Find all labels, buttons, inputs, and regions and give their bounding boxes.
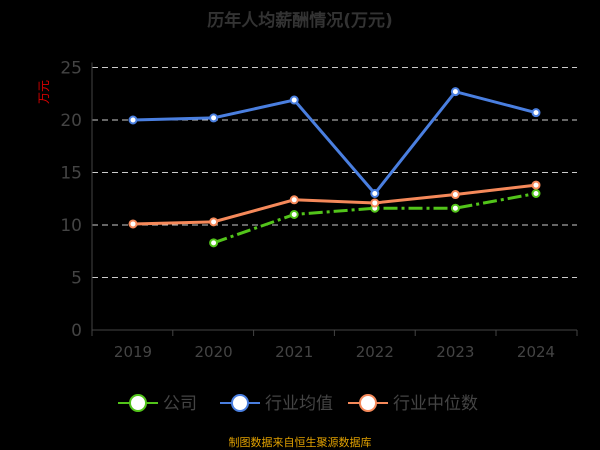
- data-point: [450, 203, 460, 213]
- data-point: [289, 195, 299, 205]
- data-point: [209, 217, 219, 227]
- data-point: [531, 180, 541, 190]
- y-tick-label: 20: [60, 111, 82, 131]
- data-point: [209, 238, 219, 248]
- legend-label: 行业均值: [265, 394, 333, 414]
- series-line-1: [132, 89, 537, 196]
- y-axis-label: 万元: [37, 80, 51, 104]
- y-tick-label: 10: [60, 216, 82, 236]
- y-tick-label: 25: [60, 59, 82, 79]
- data-point: [450, 87, 460, 97]
- x-tick-label: 2024: [517, 343, 555, 361]
- data-point: [128, 115, 138, 125]
- data-point: [289, 210, 299, 219]
- source-footer: 制图数据来自恒生聚源数据库: [228, 436, 372, 449]
- x-tick-label: 2022: [356, 343, 394, 361]
- series-line-2: [132, 183, 537, 226]
- data-point: [531, 189, 541, 198]
- legend-label: 公司: [163, 394, 197, 414]
- y-tick-label: 5: [71, 269, 82, 289]
- data-point: [289, 95, 299, 105]
- y-tick-label: 15: [60, 164, 82, 184]
- data-point: [209, 113, 219, 123]
- legend-marker: [129, 394, 147, 412]
- data-point: [370, 189, 380, 198]
- legend-label: 行业中位数: [393, 394, 478, 414]
- legend-marker: [359, 394, 377, 412]
- x-tick-label: 2019: [114, 343, 152, 361]
- y-tick-label: 0: [71, 321, 82, 341]
- x-tick-label: 2023: [436, 343, 474, 361]
- legend-marker: [231, 394, 249, 412]
- data-point: [128, 219, 138, 229]
- data-point: [531, 108, 541, 118]
- data-point: [450, 190, 460, 200]
- x-tick-label: 2020: [195, 343, 233, 361]
- series-line-0: [213, 192, 537, 245]
- x-tick-label: 2021: [275, 343, 313, 361]
- data-point: [370, 198, 380, 208]
- chart-title: 历年人均薪酬情况(万元): [207, 11, 393, 31]
